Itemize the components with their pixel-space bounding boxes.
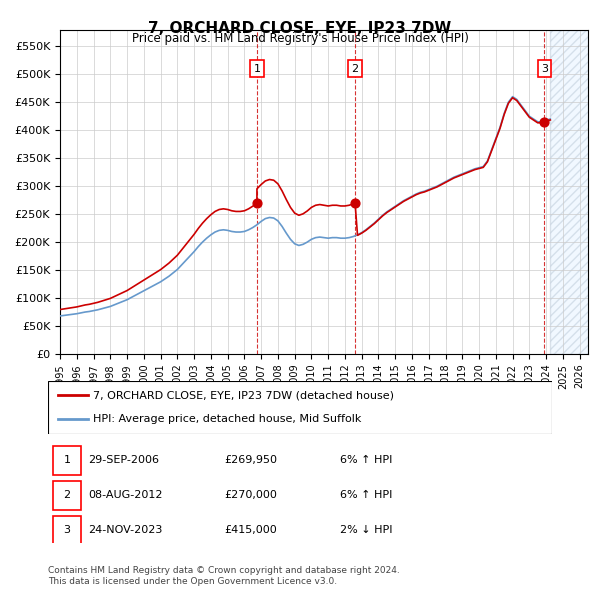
Point xyxy=(539,117,549,126)
Text: Price paid vs. HM Land Registry's House Price Index (HPI): Price paid vs. HM Land Registry's House … xyxy=(131,32,469,45)
FancyBboxPatch shape xyxy=(48,381,552,434)
Text: 3: 3 xyxy=(64,526,71,535)
Text: £270,000: £270,000 xyxy=(224,490,277,500)
Text: 2% ↓ HPI: 2% ↓ HPI xyxy=(340,526,393,535)
Point xyxy=(252,198,262,208)
Text: 3: 3 xyxy=(541,64,548,74)
Text: £269,950: £269,950 xyxy=(224,455,277,465)
Text: 24-NOV-2023: 24-NOV-2023 xyxy=(88,526,163,535)
Text: 6% ↑ HPI: 6% ↑ HPI xyxy=(340,490,392,500)
FancyBboxPatch shape xyxy=(53,481,81,510)
Text: £415,000: £415,000 xyxy=(224,526,277,535)
Point xyxy=(350,198,360,208)
Text: 08-AUG-2012: 08-AUG-2012 xyxy=(88,490,163,500)
Text: 7, ORCHARD CLOSE, EYE, IP23 7DW (detached house): 7, ORCHARD CLOSE, EYE, IP23 7DW (detache… xyxy=(94,391,394,401)
FancyBboxPatch shape xyxy=(53,516,81,545)
FancyBboxPatch shape xyxy=(53,446,81,474)
Text: Contains HM Land Registry data © Crown copyright and database right 2024.
This d: Contains HM Land Registry data © Crown c… xyxy=(48,566,400,586)
Text: HPI: Average price, detached house, Mid Suffolk: HPI: Average price, detached house, Mid … xyxy=(94,414,362,424)
Bar xyxy=(550,30,600,354)
Text: 7, ORCHARD CLOSE, EYE, IP23 7DW: 7, ORCHARD CLOSE, EYE, IP23 7DW xyxy=(148,21,452,35)
Text: 1: 1 xyxy=(64,455,71,465)
Text: 6% ↑ HPI: 6% ↑ HPI xyxy=(340,455,392,465)
Text: 1: 1 xyxy=(253,64,260,74)
Text: 2: 2 xyxy=(64,490,71,500)
Text: 2: 2 xyxy=(352,64,359,74)
Text: 29-SEP-2006: 29-SEP-2006 xyxy=(88,455,160,465)
